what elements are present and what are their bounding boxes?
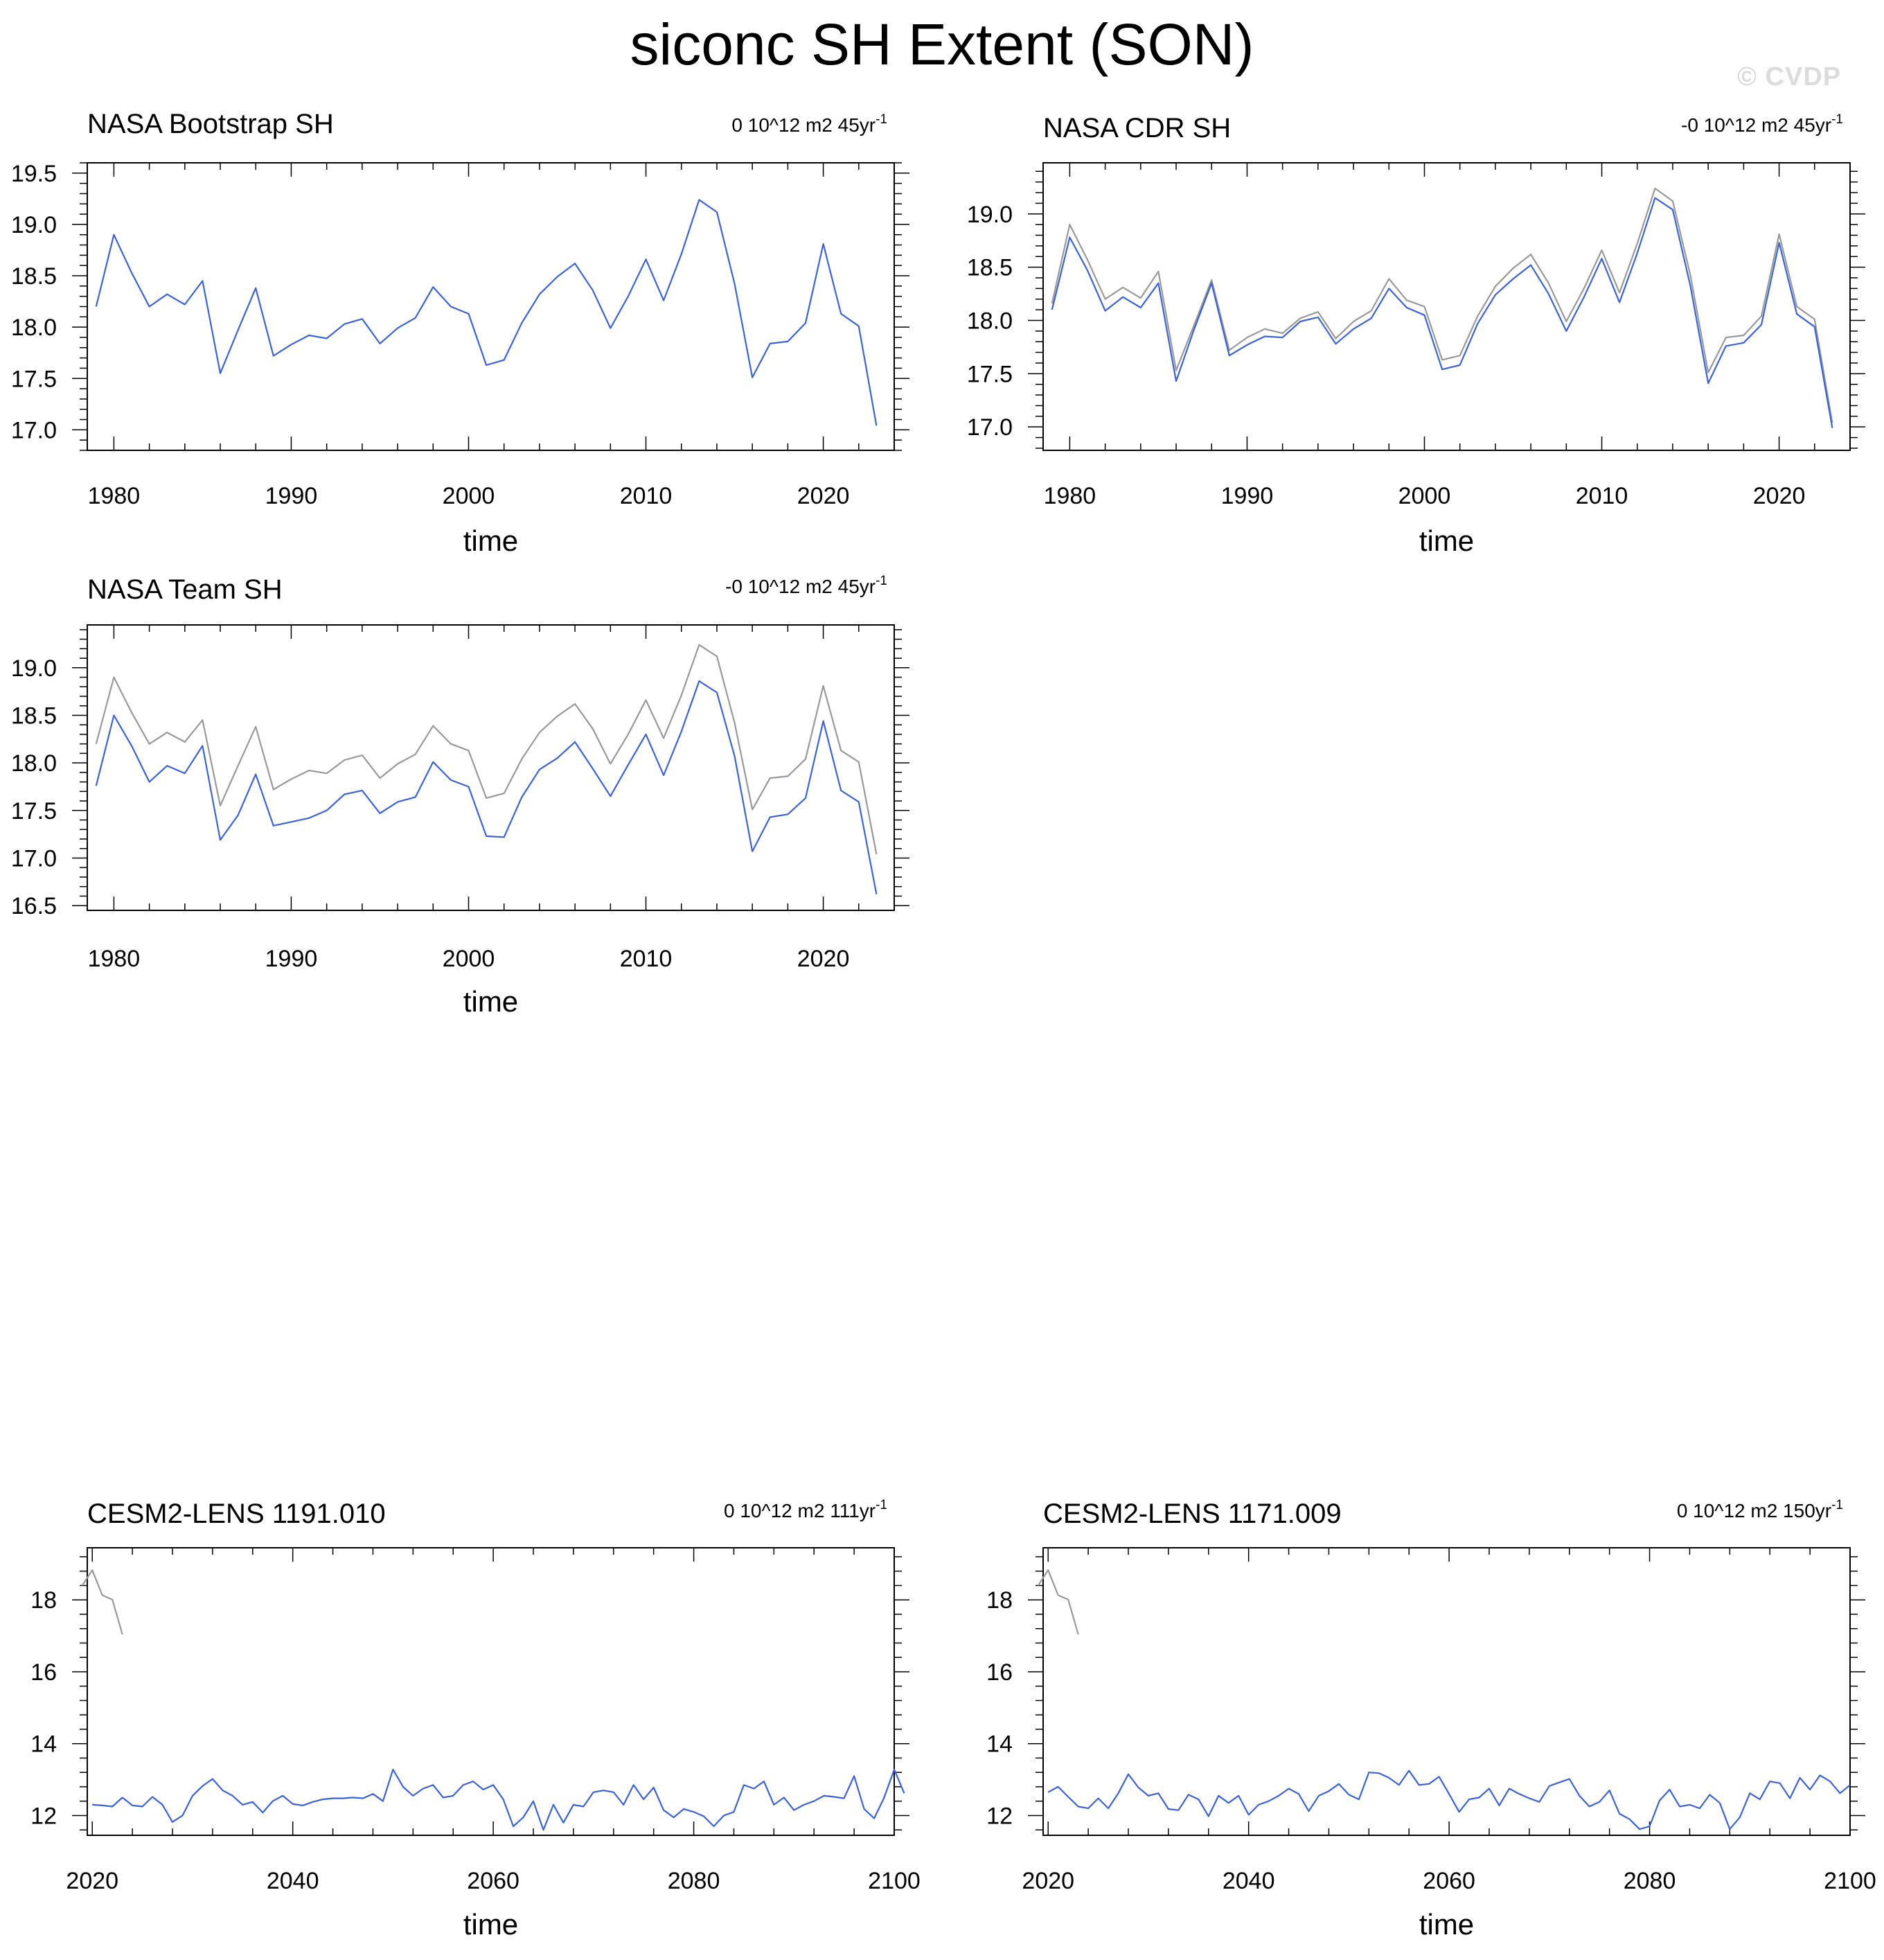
model-series-line: [92, 1769, 905, 1831]
y-tick-label: 18: [30, 1587, 57, 1614]
trend-annotation: 0 10^12 m2 45yr-1: [731, 112, 887, 136]
chart-cdr: 1980 1990 2000 2010 2020 17.0 17.5 18.0 18.5 19.0…: [967, 112, 1865, 557]
x-tick-label: 2060: [467, 1868, 519, 1894]
y-tick-label: 18: [986, 1587, 1013, 1614]
y-tick-label: 14: [986, 1731, 1013, 1758]
x-axis-label: time: [463, 1908, 518, 1941]
chart-cesm_b: 2020 2040 2060 2080 2100 12 14 16 18 CESM2-LENS 1…: [986, 1498, 1876, 1941]
reference-series-line: [81, 1569, 123, 1635]
x-tick-label: 2000: [1398, 483, 1451, 509]
y-tick-label: 18.0: [11, 315, 57, 341]
y-tick-label: 12: [30, 1803, 57, 1829]
y-tick-label: 16.5: [11, 893, 57, 919]
y-tick-label: 17.5: [967, 361, 1013, 387]
y-tick-label: 19.5: [11, 161, 57, 187]
trend-superscript: -1: [1831, 112, 1843, 127]
y-tick-label: 19.0: [11, 655, 57, 682]
x-tick-label: 1990: [265, 946, 318, 972]
trend-superscript: -1: [876, 574, 887, 588]
y-tick-label: 12: [986, 1803, 1013, 1829]
x-tick-label: 2020: [1022, 1868, 1074, 1894]
x-tick-label: 2080: [668, 1868, 720, 1894]
panel-title: NASA Bootstrap SH: [87, 109, 334, 139]
y-tick-label: 17.0: [967, 414, 1013, 441]
chart-team: 1980 1990 2000 2010 2020 16.5 17.0 17.5 18.0 18.5…: [11, 574, 909, 1018]
x-tick-label: 2010: [1576, 483, 1628, 509]
x-tick-label: 2100: [1824, 1868, 1876, 1894]
trend-annotation: 0 10^12 m2 111yr-1: [724, 1498, 887, 1521]
x-tick-label: 1980: [88, 946, 141, 972]
panel-title: NASA Team SH: [87, 574, 283, 605]
x-tick-label: 2080: [1624, 1868, 1676, 1894]
x-tick-label: 2020: [797, 483, 850, 509]
y-tick-label: 18.0: [967, 308, 1013, 334]
model-series-line: [1047, 1769, 1851, 1830]
x-axis-label: time: [1419, 1908, 1474, 1941]
x-tick-label: 1980: [1044, 483, 1096, 509]
x-tick-label: 2040: [267, 1868, 319, 1894]
x-tick-label: 2020: [797, 946, 850, 972]
plot-frame: [1042, 1547, 1851, 1836]
x-tick-label: 2000: [443, 483, 495, 509]
trend-superscript: -1: [876, 1498, 887, 1512]
trend-text: 0 10^12 m2 45yr: [731, 114, 876, 136]
panel-title: CESM2-LENS 1171.009: [1043, 1499, 1342, 1529]
trend-annotation: 0 10^12 m2 150yr-1: [1677, 1498, 1843, 1521]
y-tick-label: 17.0: [11, 845, 57, 872]
trend-superscript: -1: [1831, 1498, 1843, 1512]
x-tick-label: 2010: [620, 483, 673, 509]
model-series-line: [1051, 197, 1833, 428]
y-tick-label: 17.5: [11, 798, 57, 824]
chart-cesm_a: 2020 2040 2060 2080 2100 12 14 16 18 CESM2-LENS 1…: [30, 1498, 921, 1941]
y-tick-label: 17.0: [11, 417, 57, 443]
trend-text: 0 10^12 m2 150yr: [1677, 1500, 1831, 1521]
x-tick-label: 2060: [1423, 1868, 1475, 1894]
y-tick-label: 18.5: [11, 263, 57, 290]
y-tick-label: 14: [30, 1731, 57, 1758]
panel-title: NASA CDR SH: [1043, 113, 1231, 143]
y-tick-label: 18.5: [967, 255, 1013, 281]
y-tick-label: 17.5: [11, 366, 57, 392]
x-tick-label: 1980: [88, 483, 141, 509]
chart-bootstrap: 1980 1990 2000 2010 2020 17.0 17.5 18.0 18.5 19.0…: [11, 109, 909, 557]
x-tick-label: 1990: [265, 483, 318, 509]
y-tick-label: 18.5: [11, 703, 57, 729]
x-tick-label: 2040: [1223, 1868, 1275, 1894]
x-tick-label: 2020: [66, 1868, 118, 1894]
trend-text: 0 10^12 m2 111yr: [724, 1500, 876, 1521]
y-tick-label: 16: [986, 1659, 1013, 1686]
plot-frame: [87, 624, 895, 911]
model-series-line: [95, 199, 878, 426]
trend-annotation: -0 10^12 m2 45yr-1: [1681, 112, 1843, 136]
x-tick-label: 2020: [1753, 483, 1806, 509]
trend-annotation: -0 10^12 m2 45yr-1: [725, 574, 887, 597]
cvdp-watermark: © CVDP: [1737, 62, 1842, 91]
x-tick-label: 2010: [620, 946, 673, 972]
y-tick-label: 19.0: [11, 212, 57, 238]
y-tick-label: 19.0: [967, 202, 1013, 228]
reference-series-line: [1051, 187, 1833, 423]
x-tick-label: 2100: [868, 1868, 921, 1894]
plot-frame: [87, 1547, 895, 1836]
trend-text: -0 10^12 m2 45yr: [1681, 114, 1831, 136]
x-tick-label: 2000: [443, 946, 495, 972]
panel-title: CESM2-LENS 1191.010: [87, 1499, 386, 1529]
x-axis-label: time: [1419, 524, 1474, 557]
y-tick-label: 18.0: [11, 750, 57, 777]
plot-frame: [87, 162, 895, 451]
model-series-line: [95, 680, 878, 894]
x-tick-label: 1990: [1221, 483, 1274, 509]
reference-series-line: [95, 644, 878, 855]
plot-frame: [1042, 162, 1851, 451]
trend-text: -0 10^12 m2 45yr: [725, 576, 876, 597]
y-tick-label: 16: [30, 1659, 57, 1686]
x-axis-label: time: [463, 985, 518, 1018]
figure-title: siconc SH Extent (SON): [630, 12, 1254, 77]
x-axis-label: time: [463, 524, 518, 557]
reference-series-line: [1037, 1569, 1079, 1635]
trend-superscript: -1: [876, 112, 887, 127]
